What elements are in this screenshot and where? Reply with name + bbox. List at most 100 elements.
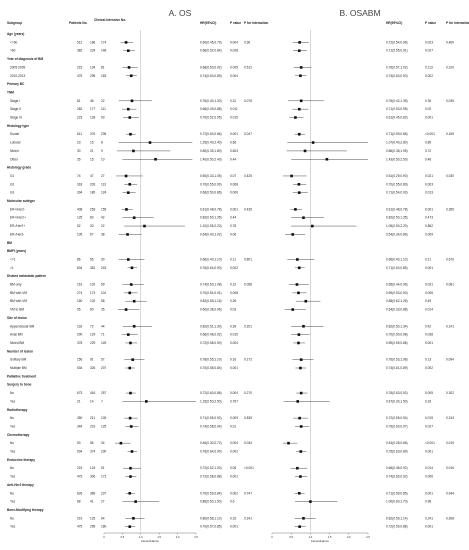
patients-count: 156 bbox=[77, 358, 83, 362]
osabm-p-value: 0.241 bbox=[425, 516, 433, 520]
header-pint-os: P for interaction bbox=[244, 21, 268, 25]
os-p-value: 0.004 bbox=[230, 74, 238, 78]
patients-count: 223 bbox=[77, 116, 83, 120]
os-p-value: 0.16 bbox=[230, 516, 236, 520]
clinical-count: 30 bbox=[90, 224, 94, 228]
os-p-value: 0.005 bbox=[230, 65, 238, 69]
patients-count: 611 bbox=[77, 132, 82, 136]
os-hr-text: 0.74(0.50,1.08) bbox=[200, 283, 222, 287]
os-hr-text: 0.72(0.60,0.86) bbox=[200, 132, 222, 136]
os-hr-text: 0.70(0.59,0.84) bbox=[200, 491, 222, 495]
clinical-count: 41 bbox=[90, 500, 94, 504]
intensive-count: 22 bbox=[101, 224, 105, 228]
header-clinical: Clinical Intensive No. bbox=[94, 18, 126, 22]
intensive-count: 243 bbox=[101, 266, 107, 270]
subgroup-label: Multiple BM bbox=[10, 366, 27, 370]
intensive-count: 81 bbox=[101, 65, 105, 69]
subgroup-label: No bbox=[10, 491, 14, 495]
os-p-interaction: 0.512 bbox=[244, 65, 252, 69]
osabm-p-interaction: 0.308 bbox=[446, 516, 454, 520]
subgroup-label: Stage III bbox=[10, 116, 22, 120]
osabm-hr-text: 0.66(0.48,0.92) bbox=[386, 466, 408, 470]
osabm-hr-text: 0.69(0.53,0.90) bbox=[386, 291, 408, 295]
osabm-p-value: 0.023 bbox=[425, 40, 433, 44]
clinical-count: 229 bbox=[90, 341, 96, 345]
os-hr-text: 0.76(0.40,1.30) bbox=[200, 99, 222, 103]
clinical-count: 56 bbox=[90, 441, 94, 445]
intensive-count: 139 bbox=[101, 416, 107, 420]
os-p-value: 0.002 bbox=[230, 491, 238, 495]
os-p-value: 0.001 bbox=[230, 475, 238, 479]
osabm-p-interaction: 0.094 bbox=[446, 358, 454, 362]
osabm-p-interaction: 0.019 bbox=[446, 441, 454, 445]
os-hr-text: 0.76(0.64,0.90) bbox=[200, 266, 222, 270]
os-p-value: 0.6 bbox=[230, 500, 235, 504]
os-p-value: 0.011 bbox=[230, 107, 238, 111]
os-p-interaction: 0.076 bbox=[244, 99, 252, 103]
intensive-count: 148 bbox=[101, 49, 107, 53]
intensive-count: 111 bbox=[101, 107, 106, 111]
patients-count: 95 bbox=[77, 308, 81, 312]
intensive-count: 93 bbox=[101, 116, 105, 120]
osabm-hr-text: 0.72(0.55,0.94) bbox=[386, 416, 408, 420]
os-p-value: 0.008 bbox=[230, 291, 238, 295]
osabm-p-value: 0.89 bbox=[425, 141, 431, 145]
osabm-p-interaction: 0.141 bbox=[446, 324, 454, 328]
clinical-count: 374 bbox=[90, 450, 96, 454]
patients-count: 534 bbox=[77, 366, 83, 370]
os-hr-point bbox=[128, 291, 132, 295]
os-hr-point bbox=[128, 491, 132, 495]
os-hr-text: 0.66(0.52,0.84) bbox=[200, 49, 222, 53]
clinical-count: 224 bbox=[90, 49, 96, 53]
subgroup-label: 2005-2009 bbox=[10, 65, 25, 69]
intensive-count: 27 bbox=[101, 500, 105, 504]
os-tick-label: 2.5 bbox=[194, 535, 198, 539]
clinical-count: 177 bbox=[90, 107, 96, 111]
subgroup-label: No bbox=[10, 416, 14, 420]
intensive-count: 180 bbox=[101, 525, 107, 529]
subgroup-label: G1 bbox=[10, 174, 14, 178]
osabm-hr-text: 0.76(0.53,1.08) bbox=[386, 358, 408, 362]
header-subgroup: Subgroup bbox=[7, 21, 22, 25]
osabm-p-interaction: 0.016 bbox=[446, 466, 454, 470]
os-hr-point bbox=[129, 283, 133, 286]
subgroup-label: No bbox=[10, 516, 14, 520]
os-hr-text: 0.70(0.57,0.85) bbox=[200, 525, 222, 529]
os-p-value: 0.015 bbox=[230, 116, 238, 120]
patients-count: 479 bbox=[77, 475, 83, 479]
intensive-count: 174 bbox=[101, 40, 107, 44]
os-tick-label: 1.5 bbox=[157, 535, 161, 539]
subgroup-label: Ductal bbox=[10, 132, 19, 136]
intensive-count: 125 bbox=[101, 424, 107, 428]
os-hr-text: 0.80(0.35,1.80) bbox=[200, 149, 222, 153]
os-hr-text: 0.86(0.50,1.50) bbox=[200, 500, 222, 504]
os-hr-text: 0.70(0.55,0.90) bbox=[200, 182, 222, 186]
osabm-hr-point bbox=[297, 107, 301, 111]
intensive-count: 113 bbox=[101, 182, 106, 186]
intensive-count: 35 bbox=[101, 308, 105, 312]
os-p-interaction: 0.270 bbox=[244, 391, 252, 395]
patients-count: 350 bbox=[77, 416, 83, 420]
os-p-value: 0.44 bbox=[230, 157, 236, 161]
os-hr-point bbox=[131, 358, 135, 361]
osabm-p-interaction: 0.243 bbox=[446, 416, 454, 420]
subgroup-label: No bbox=[10, 466, 14, 470]
os-hr-point bbox=[129, 466, 132, 470]
osabm-hr-point bbox=[302, 517, 305, 520]
osabm-hr-text: 1.05(0.50,2.20) bbox=[386, 224, 408, 228]
os-hr-point bbox=[125, 208, 128, 211]
intensive-count: 34 bbox=[101, 441, 105, 445]
patients-count: 318 bbox=[77, 182, 83, 186]
intensive-count: 257 bbox=[101, 391, 107, 395]
os-hr-point bbox=[126, 107, 130, 111]
osabm-p-value: 0.02 bbox=[425, 107, 431, 111]
osabm-hr-text: 0.70(0.50,0.98) bbox=[386, 333, 408, 337]
intensive-count: 91 bbox=[101, 466, 105, 470]
os-p-value: 0.03 bbox=[230, 308, 236, 312]
os-hr-point bbox=[130, 266, 134, 270]
subgroup-label: No bbox=[10, 391, 14, 395]
osabm-hr-point bbox=[297, 341, 300, 345]
osabm-hr-text: 0.71(0.54,0.93) bbox=[386, 191, 408, 195]
patients-count: 215 bbox=[77, 65, 83, 69]
